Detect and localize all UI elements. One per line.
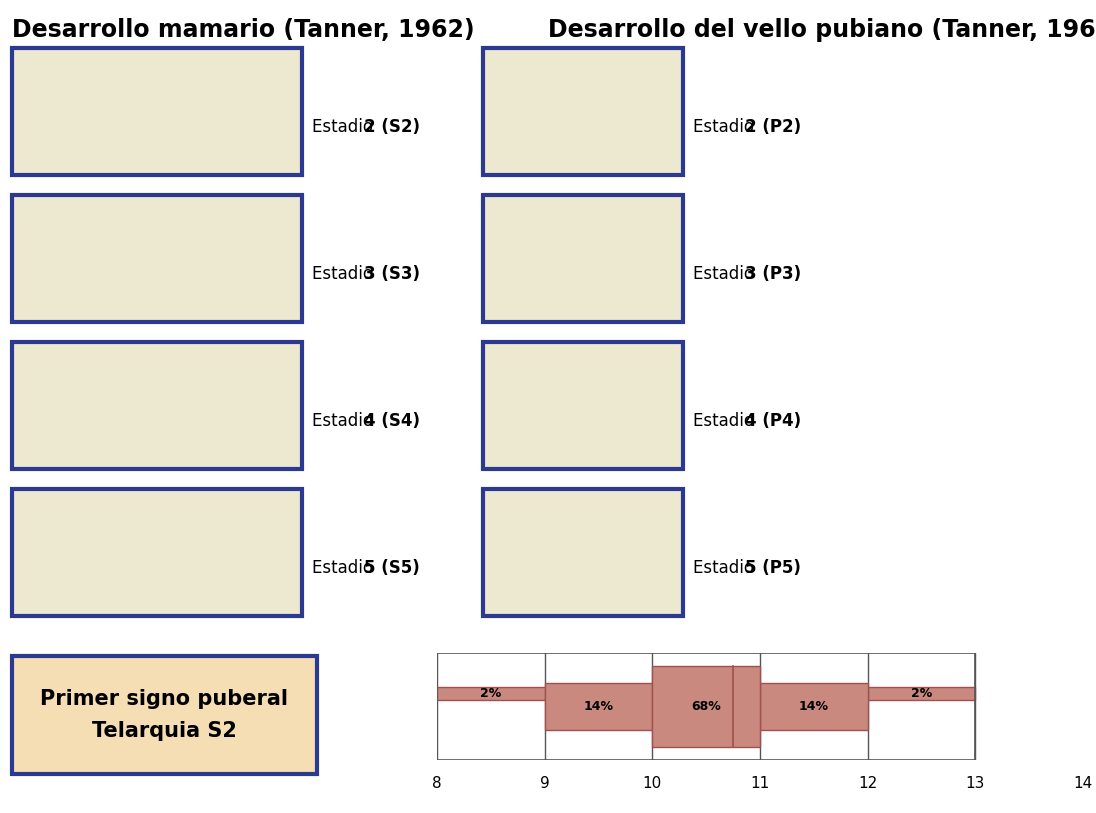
Text: 4 (S4): 4 (S4): [364, 411, 420, 430]
Text: Estadio: Estadio: [312, 411, 378, 430]
Bar: [652, 666, 760, 747]
Bar: [12, 342, 302, 469]
Text: 68%: 68%: [692, 700, 721, 713]
Text: Estadio: Estadio: [312, 559, 378, 576]
Text: 2 (S2): 2 (S2): [364, 118, 420, 136]
Bar: [868, 687, 975, 700]
Text: Estadio: Estadio: [693, 559, 760, 576]
Text: 4 (P4): 4 (P4): [745, 411, 801, 430]
Bar: [12, 656, 317, 774]
Text: Telarquia S2: Telarquia S2: [92, 721, 237, 741]
Text: 14%: 14%: [583, 700, 614, 713]
Text: Desarrollo mamario (Tanner, 1962): Desarrollo mamario (Tanner, 1962): [12, 18, 475, 42]
Text: 2%: 2%: [911, 687, 932, 700]
Text: Primer signo puberal: Primer signo puberal: [41, 689, 288, 709]
Text: 5 (P5): 5 (P5): [745, 559, 801, 576]
Text: Estadio: Estadio: [693, 265, 760, 283]
Text: 3 (S3): 3 (S3): [364, 265, 420, 283]
Text: 14%: 14%: [799, 700, 829, 713]
Bar: [483, 48, 683, 175]
Bar: [483, 195, 683, 322]
Bar: [12, 48, 302, 175]
Bar: [483, 342, 683, 469]
Bar: [545, 683, 652, 730]
Bar: [483, 489, 683, 616]
Text: 3 (P3): 3 (P3): [745, 265, 801, 283]
Bar: [12, 195, 302, 322]
Text: 2%: 2%: [480, 687, 502, 700]
Text: Desarrollo del vello pubiano (Tanner, 1962): Desarrollo del vello pubiano (Tanner, 19…: [548, 18, 1096, 42]
Bar: [12, 489, 302, 616]
Bar: [437, 653, 975, 760]
Text: 5 (S5): 5 (S5): [364, 559, 420, 576]
Bar: [760, 683, 868, 730]
Bar: [437, 687, 545, 700]
Text: 2 (P2): 2 (P2): [745, 118, 801, 136]
Text: Estadio: Estadio: [693, 411, 760, 430]
Text: Estadio: Estadio: [312, 118, 378, 136]
Text: Estadio: Estadio: [693, 118, 760, 136]
Text: Estadio: Estadio: [312, 265, 378, 283]
